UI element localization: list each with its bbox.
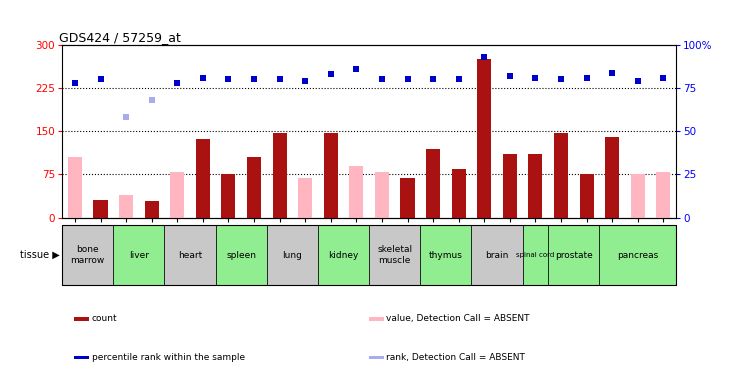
- Text: skeletal
muscle: skeletal muscle: [377, 245, 412, 265]
- Bar: [324, 133, 338, 218]
- Bar: [369, 317, 384, 321]
- Text: GDS424 / 57259_at: GDS424 / 57259_at: [59, 31, 181, 44]
- Bar: [267, 225, 318, 285]
- Bar: [452, 169, 466, 217]
- Bar: [426, 148, 440, 217]
- Bar: [216, 225, 267, 285]
- Bar: [503, 154, 517, 218]
- Bar: [113, 225, 164, 285]
- Bar: [529, 154, 542, 218]
- Bar: [401, 178, 414, 218]
- Bar: [318, 225, 369, 285]
- Bar: [164, 225, 216, 285]
- Bar: [656, 171, 670, 217]
- Bar: [170, 171, 184, 217]
- Bar: [420, 225, 471, 285]
- Bar: [523, 225, 548, 285]
- Text: rank, Detection Call = ABSENT: rank, Detection Call = ABSENT: [387, 353, 525, 362]
- Bar: [471, 225, 523, 285]
- Bar: [631, 174, 645, 217]
- Text: percentile rank within the sample: percentile rank within the sample: [91, 353, 245, 362]
- Text: liver: liver: [129, 251, 149, 260]
- Bar: [548, 225, 599, 285]
- Bar: [369, 356, 384, 360]
- Bar: [75, 317, 89, 321]
- Bar: [554, 133, 568, 218]
- Text: prostate: prostate: [555, 251, 593, 260]
- Bar: [62, 225, 113, 285]
- Text: brain: brain: [485, 251, 509, 260]
- Text: tissue ▶: tissue ▶: [20, 250, 60, 260]
- Bar: [477, 59, 491, 217]
- Text: bone
marrow: bone marrow: [71, 245, 105, 265]
- Bar: [273, 133, 287, 218]
- Bar: [75, 356, 89, 360]
- Bar: [298, 178, 312, 218]
- Text: thymus: thymus: [429, 251, 463, 260]
- Text: spinal cord: spinal cord: [516, 252, 555, 258]
- Bar: [369, 225, 420, 285]
- Text: pancreas: pancreas: [617, 251, 659, 260]
- Bar: [196, 139, 210, 218]
- Text: lung: lung: [282, 251, 303, 260]
- Text: heart: heart: [178, 251, 202, 260]
- Bar: [605, 137, 619, 218]
- Bar: [599, 225, 676, 285]
- Text: spleen: spleen: [226, 251, 257, 260]
- Text: value, Detection Call = ABSENT: value, Detection Call = ABSENT: [387, 314, 530, 323]
- Text: kidney: kidney: [328, 251, 359, 260]
- Text: count: count: [91, 314, 117, 323]
- Bar: [221, 174, 235, 217]
- Bar: [580, 174, 594, 217]
- Bar: [145, 201, 159, 217]
- Bar: [94, 200, 107, 217]
- Bar: [349, 166, 363, 218]
- Bar: [247, 157, 261, 218]
- Bar: [375, 171, 389, 217]
- Bar: [68, 157, 82, 218]
- Bar: [119, 195, 133, 217]
